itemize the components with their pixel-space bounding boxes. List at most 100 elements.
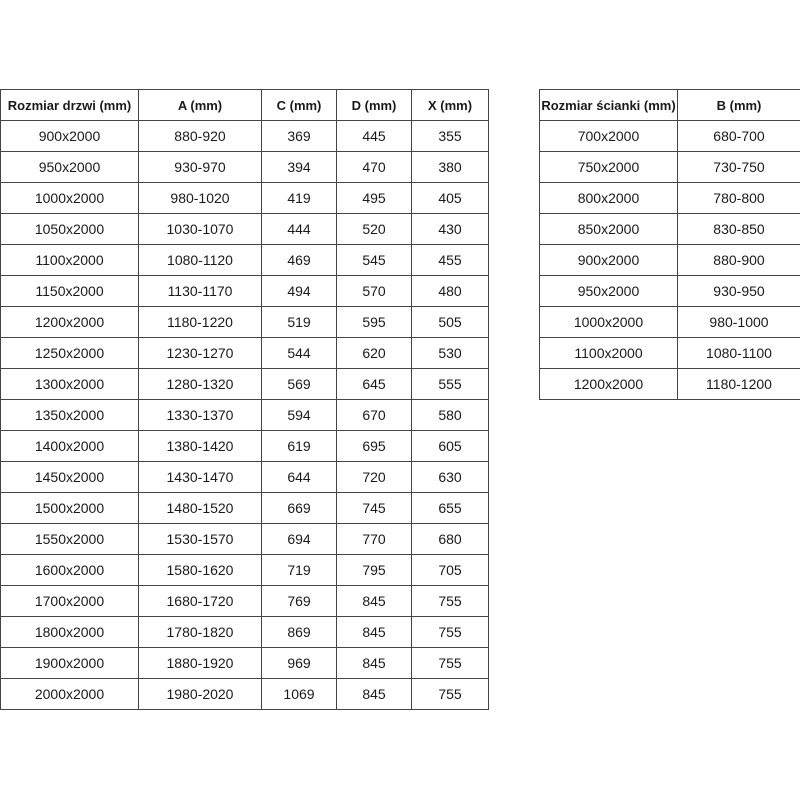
table-cell: 1500x2000: [0, 492, 139, 524]
table-row: 1000x2000 980-1020 419 495 405: [0, 182, 489, 214]
table-cell: 1700x2000: [0, 585, 139, 617]
table-cell: 1069: [261, 678, 337, 710]
table-cell: 444: [261, 213, 337, 245]
table-cell: 655: [411, 492, 489, 524]
table-cell: 1330-1370: [138, 399, 262, 431]
door-sizes-table: Rozmiar drzwi (mm) A (mm) C (mm) D (mm) X (m…: [0, 89, 489, 710]
table-cell: 950x2000: [0, 151, 139, 183]
column-header: C (mm): [261, 89, 337, 121]
table-cell: 545: [336, 244, 412, 276]
table-cell: 645: [336, 368, 412, 400]
table-row: 1200x2000 1180-1220 519 595 505: [0, 306, 489, 338]
table-cell: 930-970: [138, 151, 262, 183]
table-cell: 1530-1570: [138, 523, 262, 555]
table-cell: 480: [411, 275, 489, 307]
table-cell: 520: [336, 213, 412, 245]
table-cell: 900x2000: [0, 120, 139, 152]
table-row: 700x2000 680-700: [539, 120, 800, 152]
table-cell: 900x2000: [539, 244, 678, 276]
table-cell: 705: [411, 554, 489, 586]
table-cell: 1280-1320: [138, 368, 262, 400]
table-cell: 1880-1920: [138, 647, 262, 679]
table-cell: 1800x2000: [0, 616, 139, 648]
table-cell: 1080-1120: [138, 244, 262, 276]
table-cell: 730-750: [677, 151, 800, 183]
table-row: 2000x2000 1980-2020 1069 845 755: [0, 678, 489, 710]
table-cell: 755: [411, 585, 489, 617]
table-cell: 430: [411, 213, 489, 245]
table-cell: 1350x2000: [0, 399, 139, 431]
table-row: 1300x2000 1280-1320 569 645 555: [0, 368, 489, 400]
table-cell: 1600x2000: [0, 554, 139, 586]
table-cell: 980-1000: [677, 306, 800, 338]
table-cell: 495: [336, 182, 412, 214]
table-cell: 750x2000: [539, 151, 678, 183]
table-cell: 950x2000: [539, 275, 678, 307]
table-row: 900x2000 880-900: [539, 244, 800, 276]
table-header-row: Rozmiar drzwi (mm) A (mm) C (mm) D (mm) X (m…: [0, 89, 489, 121]
table-cell: 644: [261, 461, 337, 493]
table-cell: 1030-1070: [138, 213, 262, 245]
table-row: 1100x2000 1080-1120 469 545 455: [0, 244, 489, 276]
table-cell: 519: [261, 306, 337, 338]
table-cell: 770: [336, 523, 412, 555]
column-header: B (mm): [677, 89, 800, 121]
table-row: 1150x2000 1130-1170 494 570 480: [0, 275, 489, 307]
table-cell: 1080-1100: [677, 337, 800, 369]
table-cell: 455: [411, 244, 489, 276]
table-cell: 494: [261, 275, 337, 307]
table-row: 1900x2000 1880-1920 969 845 755: [0, 647, 489, 679]
table-cell: 700x2000: [539, 120, 678, 152]
table-cell: 380: [411, 151, 489, 183]
table-row: 1200x2000 1180-1200: [539, 368, 800, 400]
table-cell: 930-950: [677, 275, 800, 307]
table-cell: 570: [336, 275, 412, 307]
table-cell: 1150x2000: [0, 275, 139, 307]
table-cell: 769: [261, 585, 337, 617]
table-cell: 1130-1170: [138, 275, 262, 307]
table-cell: 1400x2000: [0, 430, 139, 462]
table-cell: 1780-1820: [138, 616, 262, 648]
table-row: 950x2000 930-970 394 470 380: [0, 151, 489, 183]
table-row: 950x2000 930-950: [539, 275, 800, 307]
table-cell: 880-920: [138, 120, 262, 152]
table-row: 850x2000 830-850: [539, 213, 800, 245]
table-cell: 1180-1200: [677, 368, 800, 400]
table-cell: 1580-1620: [138, 554, 262, 586]
table-cell: 470: [336, 151, 412, 183]
table-cell: 670: [336, 399, 412, 431]
table-cell: 680-700: [677, 120, 800, 152]
table-cell: 1430-1470: [138, 461, 262, 493]
table-cell: 1000x2000: [539, 306, 678, 338]
table-cell: 1180-1220: [138, 306, 262, 338]
table-cell: 1680-1720: [138, 585, 262, 617]
table-cell: 845: [336, 647, 412, 679]
wall-sizes-table: Rozmiar ścianki (mm) B (mm) 700x2000 680-7…: [539, 89, 800, 400]
table-cell: 594: [261, 399, 337, 431]
table-row: 1450x2000 1430-1470 644 720 630: [0, 461, 489, 493]
table-header-row: Rozmiar ścianki (mm) B (mm): [539, 89, 800, 121]
table-cell: 845: [336, 616, 412, 648]
table-row: 1050x2000 1030-1070 444 520 430: [0, 213, 489, 245]
table-cell: 850x2000: [539, 213, 678, 245]
table-cell: 969: [261, 647, 337, 679]
table-row: 750x2000 730-750: [539, 151, 800, 183]
table-cell: 755: [411, 678, 489, 710]
table-cell: 469: [261, 244, 337, 276]
table-cell: 445: [336, 120, 412, 152]
column-header: Rozmiar ścianki (mm): [539, 89, 678, 121]
table-cell: 980-1020: [138, 182, 262, 214]
table-cell: 619: [261, 430, 337, 462]
table-cell: 755: [411, 616, 489, 648]
table-cell: 1450x2000: [0, 461, 139, 493]
table-cell: 1000x2000: [0, 182, 139, 214]
table-cell: 369: [261, 120, 337, 152]
table-row: 1400x2000 1380-1420 619 695 605: [0, 430, 489, 462]
table-cell: 620: [336, 337, 412, 369]
table-cell: 780-800: [677, 182, 800, 214]
table-cell: 1550x2000: [0, 523, 139, 555]
table-cell: 1900x2000: [0, 647, 139, 679]
table-cell: 530: [411, 337, 489, 369]
table-cell: 845: [336, 678, 412, 710]
table-cell: 595: [336, 306, 412, 338]
